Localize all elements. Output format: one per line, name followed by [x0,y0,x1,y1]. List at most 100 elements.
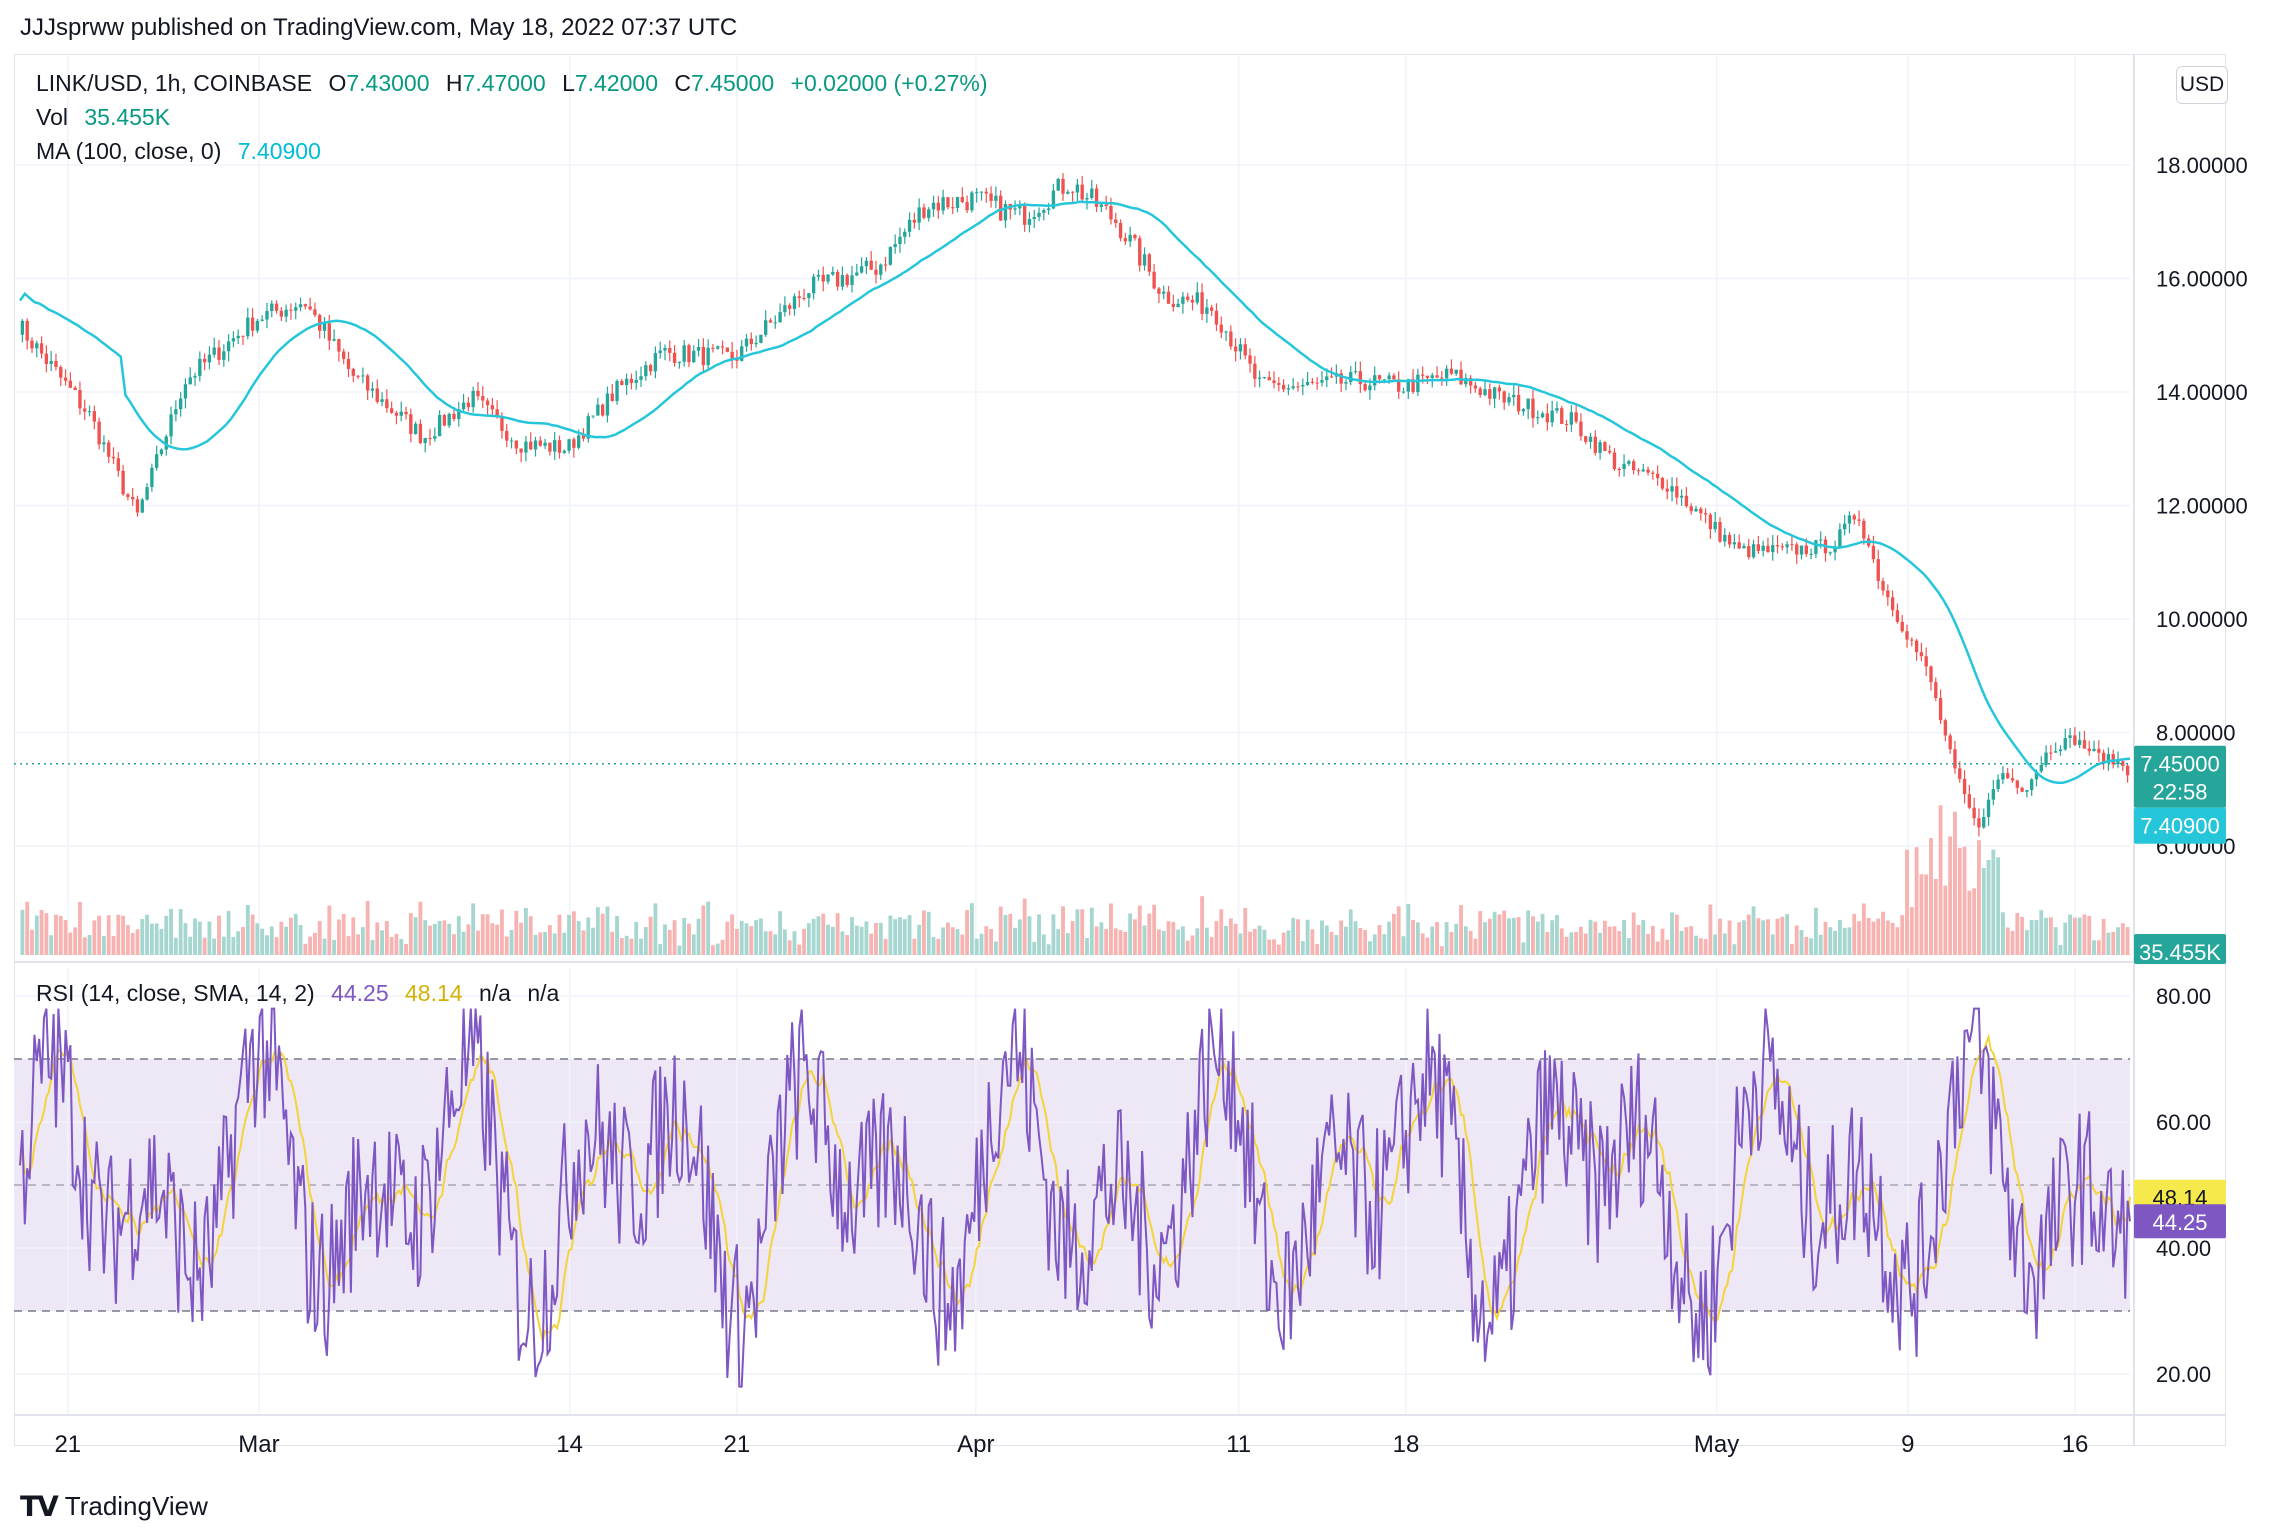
candle-body [73,387,77,390]
footer-brand[interactable]: 𝗧𝗩 TradingView [20,1490,208,1523]
volume-bar [1794,925,1799,955]
volume-bar [360,927,365,955]
volume-bar [1622,919,1626,955]
volume-bar [754,920,759,955]
candle-body [164,436,168,450]
volume-bar [778,911,782,955]
volume-label[interactable]: Vol [36,104,68,130]
volume-bar [1809,938,1814,955]
candle-body [998,195,1003,221]
rsi-tick-label: 20.00 [2156,1362,2211,1387]
volume-bar [1574,931,1579,955]
volume-bar [437,920,442,955]
candle-body [1209,307,1214,311]
volume-bar [413,917,418,955]
candle-body [1162,291,1166,294]
candle-body [1991,789,1996,800]
volume-bar [154,923,159,955]
volume-bar [1770,934,1775,955]
symbol-label[interactable]: LINK/USD, 1h, COINBASE [36,70,313,96]
volume-bar [1315,944,1320,955]
candle-body [63,377,68,381]
volume-bar [687,923,691,955]
candle-body [855,272,859,276]
candle-body [1670,486,1674,492]
candle-body [1631,461,1636,471]
candle-body [92,411,97,422]
candle-body [1852,515,1856,520]
rsi-label[interactable]: RSI (14, close, SMA, 14, 2) [36,980,315,1006]
volume-bar [946,922,950,955]
volume-bar [1785,914,1790,955]
volume-bar [2096,940,2101,955]
volume-bar [543,932,548,955]
candle-body [975,192,979,194]
volume-bar [725,921,730,955]
close-label: C [674,70,692,96]
candle-body [1459,369,1463,385]
candle-body [1967,794,1972,808]
volume-bar [735,928,739,955]
candle-body [960,197,964,203]
candle-body [1694,508,1698,512]
candle-body [1406,379,1410,392]
candle-body [1430,375,1434,378]
volume-bar [500,909,504,955]
candle-body [212,347,216,355]
candle-body [1536,417,1540,419]
candle-body [509,440,514,442]
time-tick-label: 16 [2062,1431,2089,1458]
volume-bar [2111,931,2116,955]
volume-bar [1329,931,1334,955]
candle-body [202,358,207,363]
volume-bar [1396,906,1401,955]
candle-body [1080,184,1084,200]
candle-body [1900,621,1904,632]
candle-body [2058,749,2063,752]
candle-body [260,319,264,321]
volume-bar [1487,918,1492,955]
candle-body [1881,581,1885,591]
volume-bar [1948,836,1953,955]
volume-bar [2063,922,2068,955]
candle-body [648,365,653,372]
volume-bar [2034,920,2039,955]
volume-bar [236,931,241,955]
currency-button[interactable]: USD [2176,66,2228,104]
candle-body [1521,409,1526,412]
ma-label[interactable]: MA (100, close, 0) [36,138,222,164]
volume-bar [274,937,279,955]
candle-body [687,345,691,363]
candle-body [1560,408,1564,424]
candle-body [1339,373,1343,384]
candle-body [1061,178,1065,194]
candle-body [452,413,456,419]
volume-bar [826,924,830,955]
volume-bar [432,924,437,955]
candle-body [1382,379,1386,381]
volume-bar [1305,919,1310,955]
candle-body [356,375,360,377]
candle-body [524,441,528,453]
candle-body [188,377,192,385]
volume-bar [471,903,476,955]
candle-body [1555,408,1559,411]
candle-body [716,346,720,349]
volume-bar [639,938,643,955]
candle-body [394,412,399,416]
volume-bar [538,932,543,955]
volume-bar [1953,811,1957,955]
candle-body [1416,374,1420,392]
volume-bar [821,913,826,955]
volume-bar [610,931,615,955]
volume-bar [226,911,231,955]
candle-body [1804,545,1808,554]
candle-body [1291,386,1295,389]
candle-body [1075,184,1080,193]
candle-body [979,191,984,193]
volume-bar [111,935,116,955]
candle-body [2077,740,2082,745]
volume-bar [696,918,701,955]
volume-badge: 35.455K [2134,934,2226,965]
